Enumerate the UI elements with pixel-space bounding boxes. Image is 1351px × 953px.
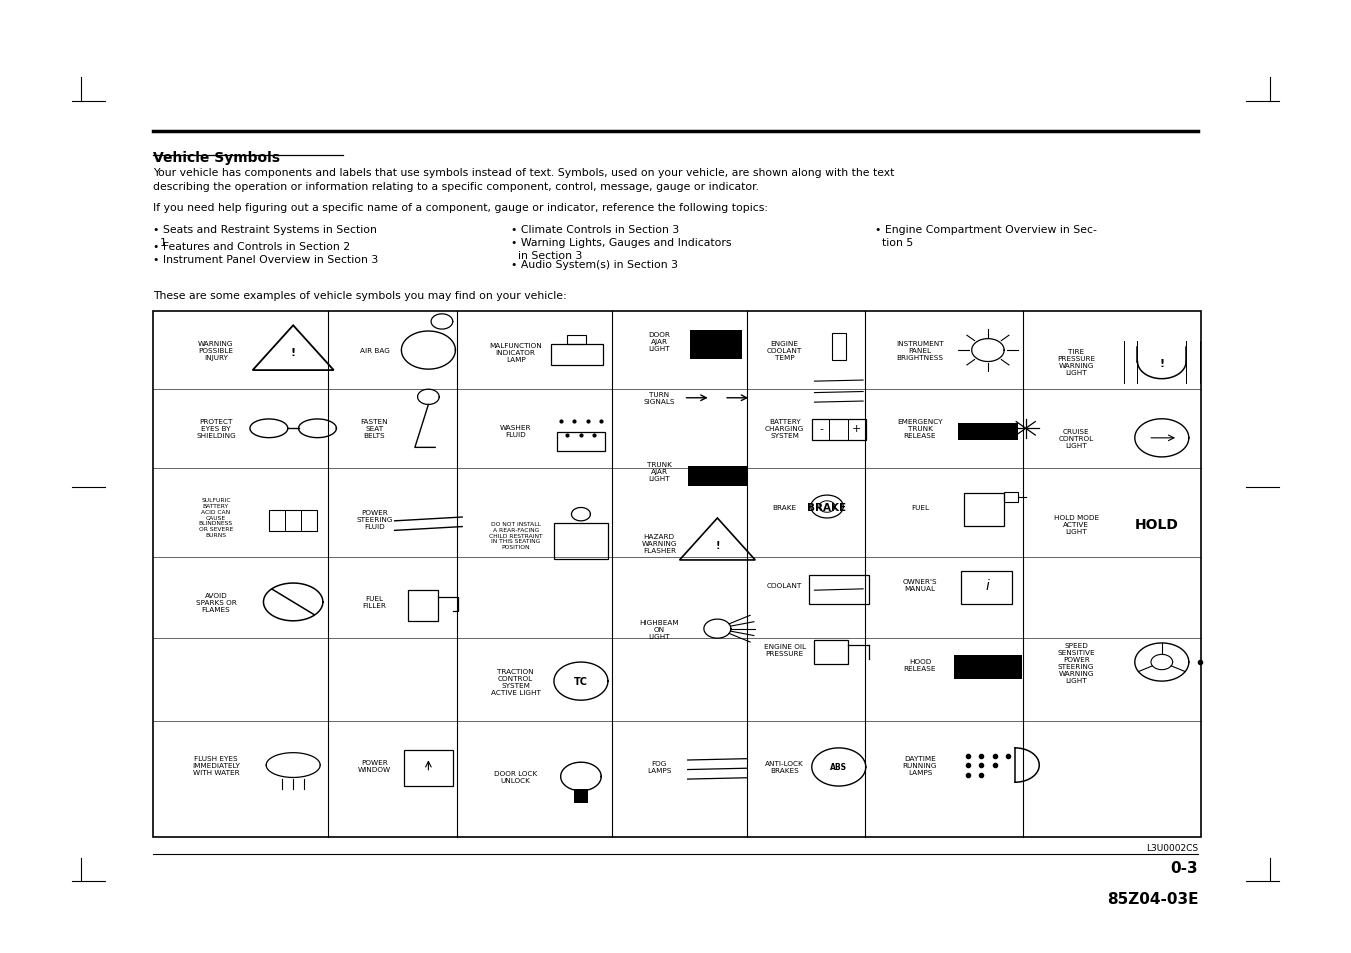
Text: FOG
LAMPS: FOG LAMPS	[647, 760, 671, 774]
Bar	[815, 640, 848, 664]
Text: DOOR
AJAR
LIGHT: DOOR AJAR LIGHT	[648, 333, 670, 352]
Bar	[832, 334, 846, 360]
Text: AIR BAG: AIR BAG	[359, 348, 389, 354]
Text: DO NOT INSTALL
A REAR-FACING
CHILD RESTRAINT
IN THIS SEATING
POSITION: DO NOT INSTALL A REAR-FACING CHILD RESTR…	[489, 521, 543, 550]
Bar	[958, 423, 1017, 440]
Text: ENGINE OIL
PRESSURE: ENGINE OIL PRESSURE	[763, 643, 805, 657]
Text: ENGINE
COOLANT
TEMP: ENGINE COOLANT TEMP	[767, 341, 802, 360]
Text: • Warning Lights, Gauges and Indicators
  in Section 3: • Warning Lights, Gauges and Indicators …	[511, 237, 731, 260]
Text: TIRE
PRESSURE
WARNING
LIGHT: TIRE PRESSURE WARNING LIGHT	[1056, 349, 1096, 375]
Text: • Audio System(s) in Section 3: • Audio System(s) in Section 3	[511, 260, 678, 270]
Text: Your vehicle has components and labels that use symbols instead of text. Symbols: Your vehicle has components and labels t…	[153, 168, 894, 193]
Text: INSTRUMENT
PANEL
BRIGHTNESS: INSTRUMENT PANEL BRIGHTNESS	[896, 341, 944, 360]
Text: !: !	[715, 540, 720, 550]
Text: TRACTION
CONTROL
SYSTEM
ACTIVE LIGHT: TRACTION CONTROL SYSTEM ACTIVE LIGHT	[490, 668, 540, 695]
Bar	[567, 335, 586, 345]
Text: TURN
SIGNALS: TURN SIGNALS	[643, 392, 676, 405]
Text: SPEED
SENSITIVE
POWER
STEERING
WARNING
LIGHT: SPEED SENSITIVE POWER STEERING WARNING L…	[1058, 642, 1096, 682]
Text: DOOR LOCK
UNLOCK: DOOR LOCK UNLOCK	[494, 770, 538, 783]
Text: • Climate Controls in Section 3: • Climate Controls in Section 3	[511, 225, 680, 234]
Text: 0-3: 0-3	[1171, 860, 1198, 875]
Bar	[688, 467, 747, 486]
Text: HIGHBEAM
ON
LIGHT: HIGHBEAM ON LIGHT	[639, 619, 680, 639]
Text: DAYTIME
RUNNING
LAMPS: DAYTIME RUNNING LAMPS	[902, 756, 938, 775]
Text: FUEL: FUEL	[911, 504, 929, 510]
Text: HOOD
RELEASE: HOOD RELEASE	[904, 659, 936, 672]
Text: TC: TC	[574, 677, 588, 686]
Text: COOLANT: COOLANT	[767, 582, 802, 588]
Text: -: -	[819, 424, 823, 434]
Bar	[812, 419, 866, 440]
Bar	[153, 312, 1201, 837]
Bar	[809, 576, 869, 604]
Bar	[690, 331, 742, 359]
Text: BRAKE: BRAKE	[808, 502, 847, 512]
Bar	[1004, 493, 1017, 502]
Text: • Engine Compartment Overview in Sec-
  tion 5: • Engine Compartment Overview in Sec- ti…	[875, 225, 1097, 248]
Bar	[961, 572, 1012, 604]
Text: Vehicle Symbols: Vehicle Symbols	[153, 151, 280, 165]
Bar	[574, 789, 588, 803]
Text: !: !	[290, 348, 296, 357]
Text: FASTEN
SEAT
BELTS: FASTEN SEAT BELTS	[361, 419, 388, 438]
Text: FUEL
FILLER: FUEL FILLER	[362, 596, 386, 609]
Text: OWNER'S
MANUAL: OWNER'S MANUAL	[902, 578, 938, 592]
Bar	[408, 591, 438, 621]
Text: • Features and Controls in Section 2: • Features and Controls in Section 2	[153, 242, 350, 252]
Bar	[954, 656, 1021, 679]
Text: TRUNK
AJAR
LIGHT: TRUNK AJAR LIGHT	[647, 462, 671, 481]
Text: BRAKE: BRAKE	[773, 504, 797, 510]
Text: POWER
STEERING
FLUID: POWER STEERING FLUID	[357, 510, 393, 529]
Text: ANTI-LOCK
BRAKES: ANTI-LOCK BRAKES	[765, 760, 804, 774]
Text: WASHER
FLUID: WASHER FLUID	[500, 424, 531, 437]
Text: HOLD MODE
ACTIVE
LIGHT: HOLD MODE ACTIVE LIGHT	[1054, 515, 1098, 534]
Text: 85Z04-03E: 85Z04-03E	[1106, 891, 1198, 906]
Bar	[269, 511, 317, 532]
Text: CRUISE
CONTROL
LIGHT: CRUISE CONTROL LIGHT	[1059, 429, 1094, 448]
Text: • Instrument Panel Overview in Section 3: • Instrument Panel Overview in Section 3	[153, 254, 378, 264]
Text: SULFURIC
BATTERY
ACID CAN
CAUSE
BLINDNESS
OR SEVERE
BURNS: SULFURIC BATTERY ACID CAN CAUSE BLINDNES…	[199, 497, 232, 537]
Text: • Seats and Restraint Systems in Section
  1: • Seats and Restraint Systems in Section…	[153, 225, 377, 248]
Text: PROTECT
EYES BY
SHIELDING: PROTECT EYES BY SHIELDING	[196, 419, 236, 438]
Text: i: i	[986, 578, 990, 592]
Text: POWER
WINDOW: POWER WINDOW	[358, 759, 390, 772]
Text: L3U0002CS: L3U0002CS	[1146, 843, 1198, 852]
Text: These are some examples of vehicle symbols you may find on your vehicle:: These are some examples of vehicle symbo…	[153, 291, 566, 300]
Bar	[554, 523, 608, 559]
Text: !: !	[1159, 359, 1165, 369]
Text: HOLD: HOLD	[1135, 517, 1178, 531]
Text: EMERGENCY
TRUNK
RELEASE: EMERGENCY TRUNK RELEASE	[897, 419, 943, 438]
Text: MALFUNCTION
INDICATOR
LAMP: MALFUNCTION INDICATOR LAMP	[489, 343, 542, 362]
Bar	[963, 494, 1004, 526]
Text: BATTERY
CHARGING
SYSTEM: BATTERY CHARGING SYSTEM	[765, 419, 804, 438]
Text: FLUSH EYES
IMMEDIATELY
WITH WATER: FLUSH EYES IMMEDIATELY WITH WATER	[192, 756, 240, 775]
Bar	[551, 345, 603, 366]
Text: HAZARD
WARNING
FLASHER: HAZARD WARNING FLASHER	[642, 534, 677, 553]
Bar	[557, 433, 605, 452]
Text: WARNING
POSSIBLE
INJURY: WARNING POSSIBLE INJURY	[199, 341, 234, 360]
Bar	[404, 750, 453, 786]
Text: ABS: ABS	[831, 762, 847, 772]
Text: +: +	[851, 424, 861, 434]
Text: If you need help figuring out a specific name of a component, gauge or indicator: If you need help figuring out a specific…	[153, 203, 767, 213]
Text: AVOID
SPARKS OR
FLAMES: AVOID SPARKS OR FLAMES	[196, 593, 236, 612]
